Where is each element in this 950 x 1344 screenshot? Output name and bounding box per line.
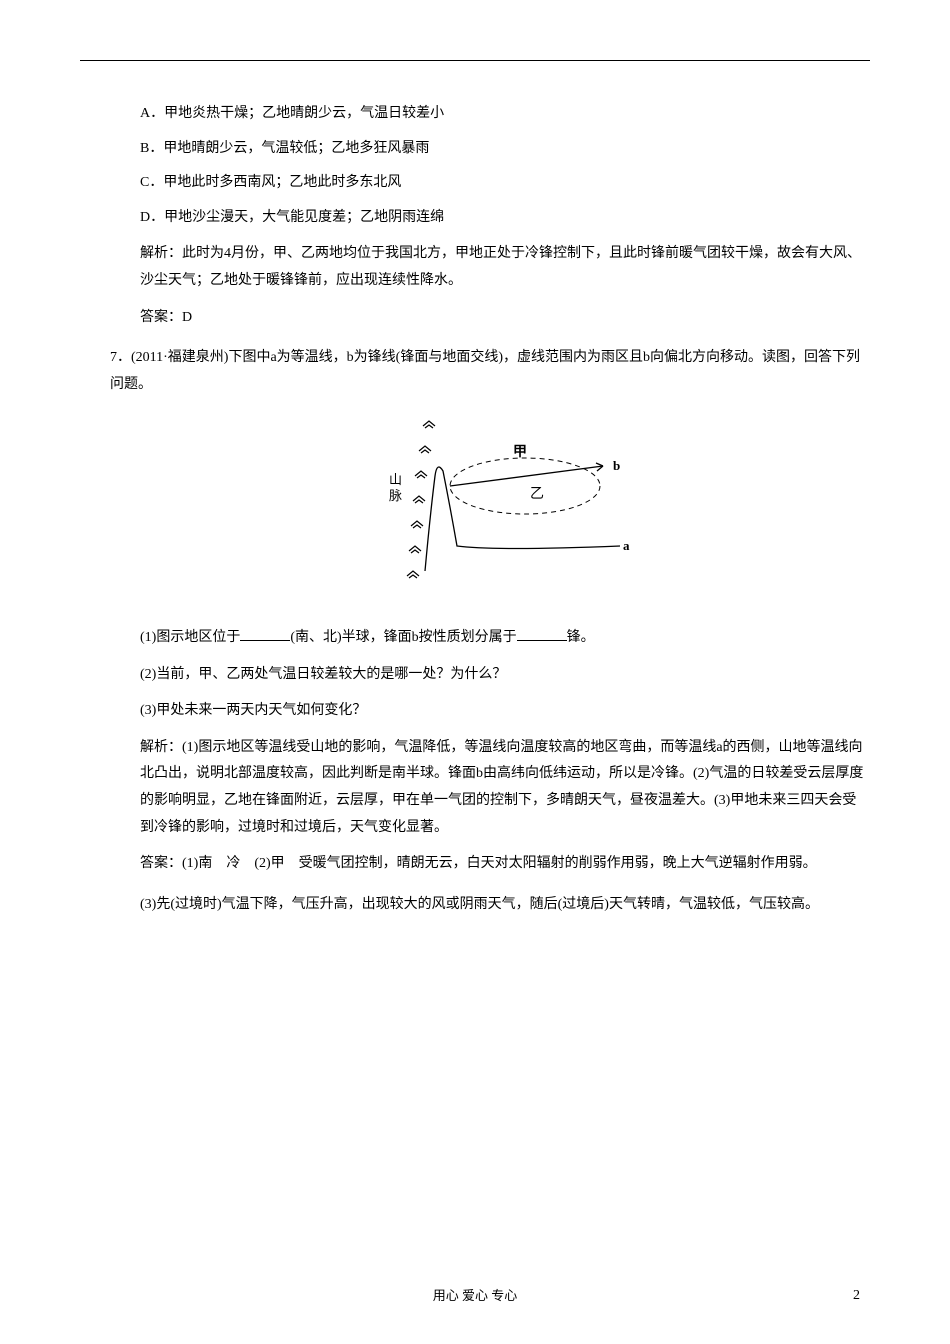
footer-text: 用心 爱心 专心 [0,1285,950,1304]
q7-sub3: (3)甲处未来一两天内天气如何变化？ [140,698,870,725]
label-jia: 甲 [513,444,527,460]
blank-1 [240,627,290,641]
option-c: C．甲地此时多西南风；乙地此时多东北风 [140,170,870,197]
page-number: 2 [853,1288,860,1304]
document-content: A．甲地炎热干燥；乙地晴朗少云，气温日较差小 B．甲地晴朗少云，气温较低；乙地多… [80,101,870,918]
q7-sub1-pre: (1)图示地区位于 [140,630,240,645]
q7-explanation: 解析：(1)图示地区等温线受山地的影响，气温降低，等温线向温度较高的地区弯曲，而… [140,735,870,841]
blank-2 [517,627,567,641]
q7-sub1-mid: (南、北)半球，锋面b按性质划分属于 [290,630,516,645]
q7-sub2: (2)当前，甲、乙两处气温日较差较大的是哪一处？为什么？ [140,662,870,689]
mountain-label: 山 [389,472,402,487]
option-d: D．甲地沙尘漫天，大气能见度差；乙地阴雨连绵 [140,205,870,232]
q7-intro: 7．(2011·福建泉州)下图中a为等温线，b为锋线(锋面与地面交线)，虚线范围… [110,345,870,398]
q7-sub1: (1)图示地区位于 (南、北)半球，锋面b按性质划分属于 锋。 [140,625,870,652]
map-diagram: 山 脉 甲 乙 b a [375,416,635,596]
diagram-container: 山 脉 甲 乙 b a [140,416,870,607]
q6-answer: 答案：D [140,305,870,332]
label-a: a [623,538,630,553]
svg-text:脉: 脉 [389,488,402,503]
option-b: B．甲地晴朗少云，气温较低；乙地多狂风暴雨 [140,136,870,163]
q6-explanation: 解析：此时为4月份，甲、乙两地均位于我国北方，甲地正处于冷锋控制下，且此时锋前暖… [140,241,870,294]
label-b: b [613,458,620,473]
q7-answer1: 答案：(1)南 冷 (2)甲 受暖气团控制，晴朗无云，白天对太阳辐射的削弱作用弱… [140,851,870,878]
option-a: A．甲地炎热干燥；乙地晴朗少云，气温日较差小 [140,101,870,128]
label-yi: 乙 [530,486,544,502]
q7-sub1-post: 锋。 [567,630,595,645]
q7-answer2: (3)先(过境时)气温下降，气压升高，出现较大的风或阴雨天气，随后(过境后)天气… [140,892,870,919]
top-divider [80,60,870,61]
